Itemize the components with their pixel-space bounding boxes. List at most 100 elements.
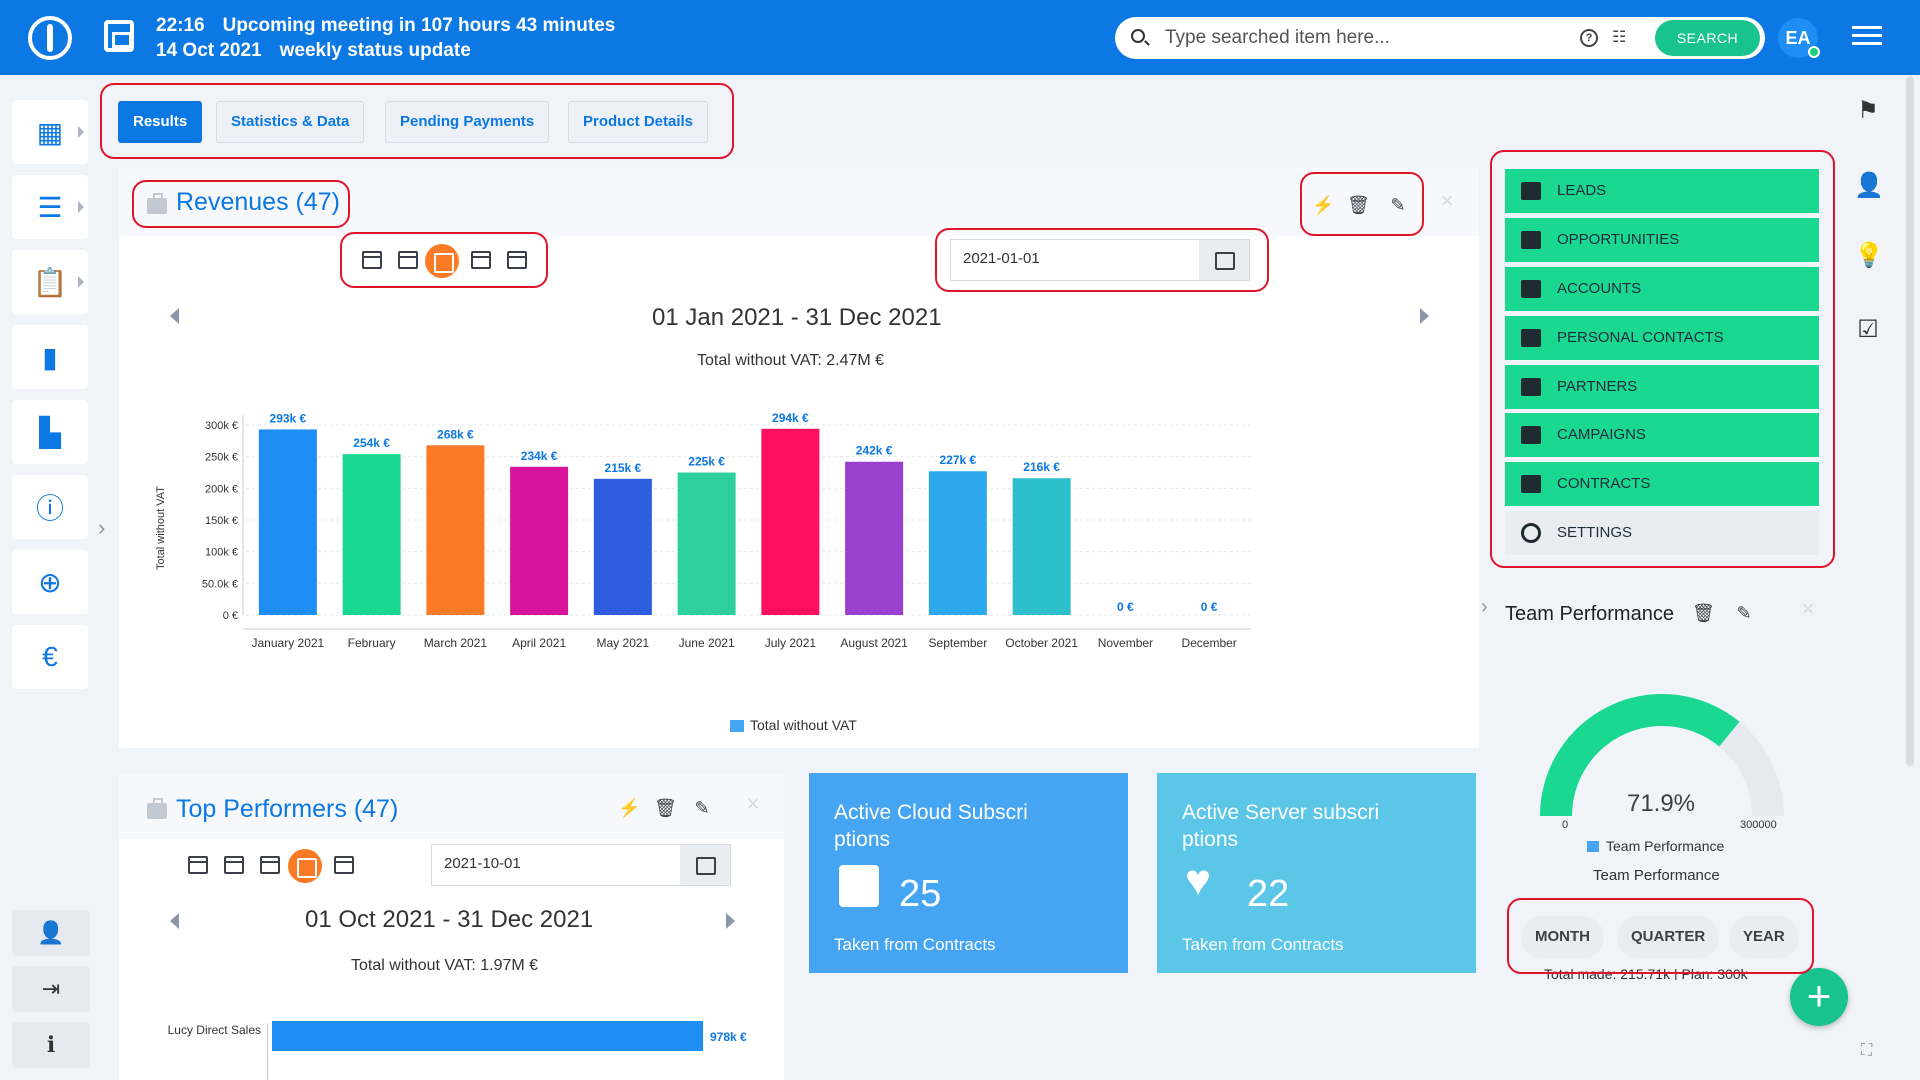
edit-pencil-icon[interactable]: ✎ [1736, 603, 1752, 623]
card-footer: Taken from Contracts [1182, 935, 1344, 954]
year-button[interactable]: YEAR [1729, 916, 1799, 958]
legend-label[interactable]: Total without VAT [750, 717, 857, 733]
sidebar-expand-chevron-icon[interactable]: › [98, 515, 106, 540]
bar[interactable] [593, 478, 652, 615]
clipboard-icon: 📋 [32, 266, 68, 298]
filter-settings-icon[interactable]: ☷ [1612, 29, 1627, 46]
tab-product-details[interactable]: Product Details [568, 101, 709, 143]
cloud-subscriptions-card[interactable]: Active Cloud Subscri ptions 25 Taken fro… [809, 773, 1128, 973]
date-picker-calendar-icon[interactable] [680, 845, 730, 885]
vertical-scrollbar[interactable] [1906, 76, 1914, 766]
month-button[interactable]: MONTH [1521, 916, 1604, 958]
bar[interactable] [426, 445, 485, 615]
timer-nav-button[interactable]: ⊕ [12, 550, 88, 614]
close-icon[interactable]: × [746, 791, 760, 816]
close-icon[interactable]: × [1801, 596, 1815, 621]
menu-item-label: PARTNERS [1557, 378, 1638, 395]
menu-item-accounts[interactable]: ACCOUNTS [1505, 267, 1819, 311]
finance-nav-button[interactable]: € [12, 625, 88, 689]
quarter-button[interactable]: QUARTER [1617, 916, 1720, 958]
bar-value-label: 215k € [605, 461, 642, 475]
lightbulb-icon[interactable]: 💡 [1854, 242, 1884, 269]
tree-nav-button[interactable]: ☰ [12, 175, 88, 239]
checklist-icon[interactable]: ☑ [1857, 316, 1879, 343]
bar[interactable] [845, 461, 904, 615]
menu-item-campaigns[interactable]: CAMPAIGNS [1505, 413, 1819, 457]
period-year-icon[interactable] [334, 856, 354, 874]
bar[interactable] [677, 472, 736, 616]
date-picker-calendar-icon[interactable] [1199, 240, 1249, 280]
logout-button[interactable]: ⇥ [12, 966, 90, 1012]
bar[interactable] [258, 429, 317, 615]
bar[interactable] [342, 454, 401, 615]
bar[interactable] [1012, 478, 1071, 615]
info-button[interactable]: ℹ [12, 1022, 90, 1068]
y-tick-label: 150k € [205, 515, 238, 527]
menu-item-personal-contacts[interactable]: PERSONAL CONTACTS [1505, 316, 1819, 360]
menu-item-opportunities[interactable]: OPPORTUNITIES [1505, 218, 1819, 262]
gauge-percent: 71.9% [1626, 790, 1696, 817]
performer-bar[interactable] [272, 1021, 703, 1051]
menu-item-settings[interactable]: SETTINGS [1505, 511, 1819, 555]
close-icon[interactable]: × [1440, 188, 1454, 213]
meeting-notice-line[interactable]: 22:16 Upcoming meeting in 107 hours 43 mi… [156, 15, 633, 37]
revenues-date-input[interactable] [963, 250, 1133, 267]
app-logo[interactable] [28, 16, 72, 60]
period-quarter-icon[interactable] [507, 251, 527, 269]
bar[interactable] [510, 466, 569, 615]
revenues-title: Revenues (47) [176, 188, 340, 216]
next-period-arrow-icon[interactable] [1420, 308, 1429, 324]
period-quarter-icon[interactable] [288, 849, 322, 883]
tab-statistics-data[interactable]: Statistics & Data [216, 101, 365, 143]
delete-icon[interactable]: 🗑 [1692, 603, 1715, 623]
collapse-chevron-icon[interactable]: › [1481, 596, 1488, 618]
menu-item-partners[interactable]: PARTNERS [1505, 365, 1819, 409]
search-input[interactable] [1165, 25, 1565, 51]
lightning-icon[interactable]: ⚡ [1312, 195, 1335, 215]
search-button[interactable]: SEARCH [1655, 20, 1760, 56]
clipboard-check-icon [839, 865, 879, 907]
previous-period-arrow-icon[interactable] [170, 913, 179, 929]
card-title: Active Cloud Subscri ptions [834, 801, 1028, 851]
calendar-icon[interactable] [104, 20, 134, 52]
period-week-icon[interactable] [398, 251, 418, 269]
tab-results[interactable]: Results [118, 101, 203, 143]
lightning-icon[interactable]: ⚡ [618, 798, 641, 818]
hamburger-menu-icon[interactable] [1852, 26, 1882, 48]
add-user-button[interactable]: 👤 [12, 910, 90, 956]
delete-icon[interactable]: 🗑 [654, 798, 677, 818]
menu-item-contracts[interactable]: CONTRACTS [1505, 462, 1819, 506]
edit-pencil-icon[interactable]: ✎ [1390, 195, 1406, 215]
meeting-detail-line[interactable]: 14 Oct 2021 weekly status update [156, 40, 489, 62]
next-period-arrow-icon[interactable] [726, 913, 735, 929]
period-day-icon[interactable] [188, 856, 208, 874]
tab-pending-payments[interactable]: Pending Payments [385, 101, 550, 143]
flag-icon[interactable]: ⚑ [1857, 97, 1879, 124]
reports-nav-button[interactable]: ▮ [12, 325, 88, 389]
period-month-icon[interactable] [471, 251, 491, 269]
period-day-icon[interactable] [362, 251, 382, 269]
tasks-nav-button[interactable]: 📋 [12, 250, 88, 314]
period-week-icon[interactable] [224, 856, 244, 874]
avatar[interactable]: EA [1778, 18, 1820, 58]
add-floating-button[interactable]: + [1790, 968, 1848, 1026]
bar[interactable] [761, 428, 820, 615]
delete-icon[interactable]: 🗑 [1347, 195, 1370, 215]
menu-item-leads[interactable]: LEADS [1505, 169, 1819, 213]
top-performers-date-input[interactable] [444, 855, 614, 872]
server-subscriptions-card[interactable]: Active Server subscri ptions ♥ 22 Taken … [1157, 773, 1476, 973]
alerts-nav-button[interactable]: ⓘ [12, 475, 88, 539]
expand-arrow-icon [78, 201, 84, 213]
help-icon[interactable]: ? [1580, 29, 1598, 47]
bar[interactable] [928, 471, 987, 615]
bar-value-label: 216k € [1023, 460, 1060, 474]
fullscreen-icon[interactable]: ⛶ [1861, 1042, 1873, 1059]
period-year-icon[interactable] [425, 244, 459, 278]
dashboard-nav-button[interactable]: ▦ [12, 100, 88, 164]
edit-pencil-icon[interactable]: ✎ [694, 798, 710, 818]
statistics-nav-button[interactable]: ▙ [12, 400, 88, 464]
user-search-icon[interactable]: 👤 [1854, 172, 1884, 199]
gauge-legend-label[interactable]: Team Performance [1606, 838, 1725, 854]
previous-period-arrow-icon[interactable] [170, 308, 179, 324]
period-month-icon[interactable] [260, 856, 280, 874]
